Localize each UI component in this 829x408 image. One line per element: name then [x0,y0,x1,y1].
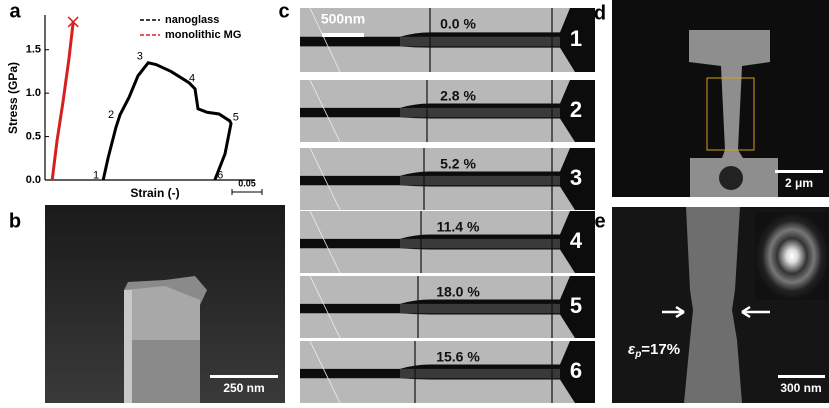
neck [400,304,560,313]
data-line [52,22,73,180]
chart: 0.0 0.5 1.0 1.5 Stress (GPa) Strain (-) 0.05 1 2… [6,14,262,200]
sample-bottom [300,313,575,338]
point-label: 2 [108,109,114,121]
legend-label: nanoglass [165,14,219,26]
frame-number: 1 [570,26,582,51]
legend-label: monolithic MG [165,29,241,41]
y-tick-label: 1.0 [26,87,41,99]
diffraction-inset [755,212,829,300]
neck [400,37,560,47]
scale-label: 500nm [321,11,365,27]
y-tick-label: 0.5 [26,130,41,142]
sample-bottom [300,46,575,72]
frame-number: 2 [570,97,582,122]
pillar-edge [124,290,132,403]
strain-label: 15.6 % [436,349,480,365]
scale-bar [775,170,823,173]
y-axis-label: Stress (GPa) [6,62,20,134]
neck [400,239,560,248]
sample-bottom [300,185,575,210]
frame-number: 3 [570,165,582,190]
scale-bar [210,375,278,378]
sample-bottom [300,378,575,403]
sample-bottom [300,248,575,273]
scale-bar [322,33,364,37]
panel-label: b [9,210,21,232]
point-label: 6 [217,170,223,182]
y-tick-label: 0.0 [26,174,41,186]
frame-number: 4 [570,228,583,253]
point-label: 1 [93,170,99,182]
point-label: 4 [189,72,195,84]
scale-label: 300 nm [780,381,821,395]
strain-label: 2.8 % [440,88,476,104]
y-tick-label: 1.5 [26,44,41,56]
panel-label: a [9,0,21,22]
scale-bar [778,375,825,378]
data-line [103,63,231,180]
panel-c: 0.0 % 1 2.8 % 2 5.2 % 3 11.4 % 4 18.0 % 5 15.6 % 6 [300,8,595,403]
scale-label: 2 μm [785,176,813,190]
scale-bar [232,189,262,195]
strain-label: 11.4 % [437,219,480,235]
frame-number: 6 [570,358,582,383]
base-hole [719,166,743,190]
sample-bottom [300,117,575,142]
scale-bar-label: 0.05 [238,178,256,188]
point-label: 5 [233,111,239,123]
neck [400,369,560,378]
point-label: 3 [137,51,143,63]
figure: 0.0 0.5 1.0 1.5 Stress (GPa) Strain (-) 0.05 1 2… [0,0,829,403]
strain-label: 18.0 % [436,284,480,300]
strain-label: 0.0 % [440,16,476,32]
neck [400,108,560,117]
panel-label: d [594,2,606,24]
frame-number: 5 [570,293,582,318]
annotation-part: p [634,349,641,360]
panel-label: c [278,0,289,22]
annotation-part: =17% [641,341,680,358]
strain-label: 5.2 % [440,156,476,172]
x-axis-label: Strain (-) [130,186,179,200]
scale-label: 250 nm [223,381,264,395]
panel-label: e [594,210,605,232]
